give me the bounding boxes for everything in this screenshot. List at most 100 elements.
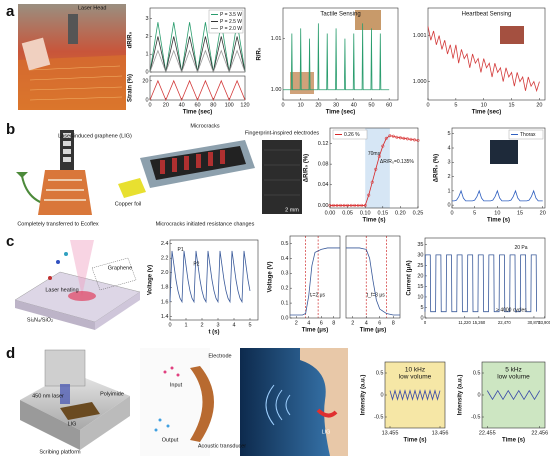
chart-title: 10 kHz (405, 367, 425, 374)
series-line (169, 250, 251, 304)
y-axis-label: ΔR/R₀ (%) (434, 154, 440, 182)
x-tick-label: 0.05 (342, 210, 353, 216)
data-point (342, 203, 346, 207)
series-line (283, 23, 390, 91)
series-line (486, 389, 541, 401)
illustration-label: Laser-induced graphene (LIG) (58, 133, 132, 139)
y-tick-label: 25 (417, 263, 423, 269)
illustration-label: Polyimide (100, 391, 124, 397)
plot-background (482, 362, 545, 428)
x-tick-label: 15,260 (472, 320, 485, 325)
panel-letter: d (6, 345, 15, 362)
x-axis-label: Time (μs) (360, 328, 387, 334)
x-tick-label: 120 (240, 102, 249, 108)
chart-title: 5 kHz (505, 367, 522, 374)
data-point (328, 203, 332, 207)
series-line (389, 389, 441, 401)
x-tick-label: 40 (351, 102, 357, 108)
x-tick-label: 4 (307, 320, 310, 326)
x-axis-label: Time (μs) (302, 328, 329, 334)
x-tick-label: 30,870 (528, 320, 541, 325)
y-tick-label: 1 (145, 52, 148, 58)
x-tick-label: 0.00 (325, 210, 336, 216)
illustration-label: Acoustic transducer (198, 443, 246, 449)
x-tick-label: 15 (517, 210, 523, 216)
x-tick-label: 100 (225, 102, 234, 108)
series-line (452, 189, 543, 202)
series-line (290, 247, 340, 316)
x-tick-label: 20 (536, 102, 542, 108)
x-tick-label: 0 (168, 322, 171, 328)
legend-box (508, 129, 544, 140)
y-tick-label: 2 (447, 174, 450, 180)
legend-label: P = 3.5 W (220, 12, 242, 18)
data-point (405, 137, 409, 141)
illustration-label: Scribing platform (39, 449, 81, 455)
x-tick-label: 0 (426, 102, 429, 108)
y-tick-label: 2.0 (161, 270, 169, 276)
series-line (149, 49, 246, 74)
y-tick-label: 0.4 (281, 256, 289, 262)
y-tick-label: 1.8 (161, 285, 169, 291)
illustration-label: Electrode (208, 353, 231, 359)
x-tick-label: 0 (148, 102, 151, 108)
x-tick-label: 8 (332, 320, 335, 326)
x-tick-label: 0.10 (360, 210, 371, 216)
x-tick-label: 60 (194, 102, 200, 108)
y-tick-label: 0.12 (318, 141, 329, 147)
x-tick-label: 0 (424, 320, 427, 325)
x-tick-label: 50 (368, 102, 374, 108)
x-tick-label: 20 (315, 102, 321, 108)
x-tick-label: 3 (216, 322, 219, 328)
x-tick-label: 0.20 (395, 210, 406, 216)
legend-box (208, 9, 244, 34)
diagram-laser-heating (14, 240, 141, 330)
y-tick-label: 2.4 (161, 241, 169, 247)
y-tick-label: 1.001 (413, 33, 427, 39)
illustration-label: Microcracks initiated resistance changes (156, 221, 255, 227)
x-tick-label: 22,470 (498, 320, 511, 325)
illustration-label: 2 mm (285, 207, 299, 213)
illustration-label: Graphene (108, 265, 132, 271)
x-tick-label: 5 (248, 322, 251, 328)
y-tick-label: 0 (477, 392, 480, 398)
plot-frame (427, 7, 546, 101)
data-point (384, 136, 388, 140)
y-tick-label: 0.04 (318, 182, 329, 188)
y-tick-label: 10 (417, 294, 423, 300)
data-point (363, 203, 367, 207)
plot-frame (451, 127, 546, 209)
y-axis-label: Current (μA) (407, 260, 413, 295)
data-point (356, 203, 360, 207)
illustration-label: LIG (322, 429, 331, 435)
x-axis-label: Time (s) (404, 438, 427, 444)
y-tick-label: 0.5 (376, 370, 384, 376)
illustration-label: Copper foil (115, 201, 142, 207)
illustration-label: Laser Head (78, 5, 106, 11)
legend-label: P = 2.5 W (220, 19, 242, 25)
y-tick-label: 0.00 (318, 203, 329, 209)
x-axis-label: t (s) (209, 330, 220, 336)
annotation: > 4000 cycles (496, 307, 527, 313)
legend-label: P = 2.0 W (220, 26, 242, 32)
series-line (427, 26, 540, 93)
x-tick-label: 10 (494, 210, 500, 216)
y-axis-label: Intensity (a.u.) (458, 375, 464, 416)
annotation: P2 (193, 261, 199, 267)
x-tick-label: 22.456 (531, 430, 548, 436)
x-tick-label: 5 (473, 210, 476, 216)
photo-laser (18, 4, 126, 110)
x-tick-label: 2 (295, 320, 298, 326)
y-tick-label: 0.2 (281, 286, 289, 292)
y-axis-label: Intensity (a.u.) (361, 375, 367, 416)
data-point (331, 203, 336, 207)
y-tick-label: 0.1 (281, 301, 289, 307)
x-tick-label: 4 (365, 320, 368, 326)
y-tick-label: 2.2 (161, 256, 169, 262)
y-tick-label: 2 (145, 34, 148, 40)
x-tick-label: 1 (184, 322, 187, 328)
x-tick-label: 30 (333, 102, 339, 108)
panel-letter: a (6, 3, 15, 20)
x-tick-label: 13.455 (382, 430, 399, 436)
y-tick-label: 5 (447, 131, 450, 137)
